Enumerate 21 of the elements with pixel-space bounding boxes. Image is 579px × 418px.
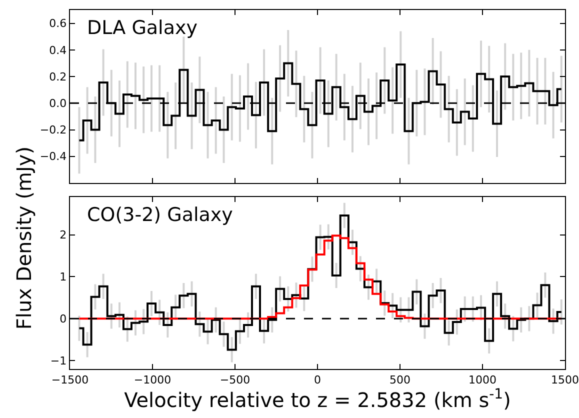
x-tick-label: −500 [220,373,250,386]
x-tick-label: 500 [390,373,410,386]
x-tick-label: 0 [314,373,321,386]
y-tick-label: 0.2 [49,70,67,84]
x-tick-label: −1000 [134,373,172,386]
y-tick-label: 0.4 [49,44,67,57]
x-axis-title: Velocity relative to z = 2.5832 (km s$^{-1}$) [124,386,511,412]
y-tick-label: 1 [60,270,67,284]
y-tick-label: −0.4 [40,150,67,164]
chart-title: CO(3-2) Galaxy [87,204,233,226]
y-axis-title: Flux Density (mJy) [12,146,36,330]
y-tick-label: −0.2 [40,124,67,137]
x-tick-label: −1500 [51,373,89,386]
y-tick-label: 0 [60,312,67,326]
y-tick-label: 0.6 [49,17,67,30]
y-tick-label: −1 [50,354,67,368]
y-tick-label: 0.0 [49,97,67,110]
chart-title: DLA Galaxy [87,17,198,39]
x-tick-label: 1000 [468,373,496,386]
x-tick-label: 1500 [551,373,579,386]
y-tick-label: 2 [60,228,67,242]
